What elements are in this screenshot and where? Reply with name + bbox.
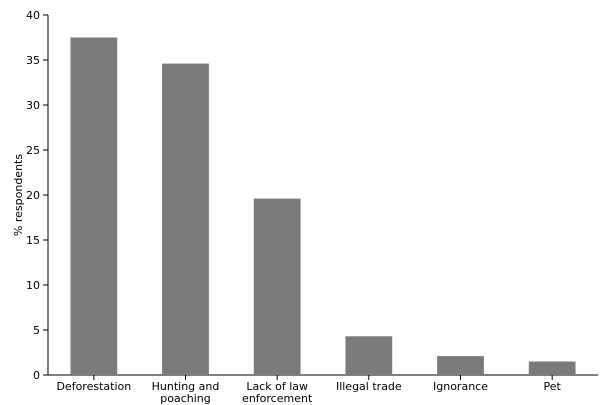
bar <box>253 198 301 375</box>
y-tick-label: 15 <box>26 234 40 247</box>
x-tick-label: Illegal trade <box>336 380 402 393</box>
bar <box>345 336 393 375</box>
y-tick-label: 5 <box>33 324 40 337</box>
y-axis-title: % respondents <box>12 154 25 236</box>
y-tick-label: 35 <box>26 54 40 67</box>
bar <box>437 356 484 375</box>
bar <box>162 63 209 375</box>
x-axis: Deforestation Hunting and poaching Lack of … <box>48 374 598 405</box>
bar <box>528 361 576 375</box>
y-tick-label: 20 <box>26 189 40 202</box>
x-tick-label: Lack of law enforcement <box>242 380 313 405</box>
x-tick-label: Deforestation <box>56 380 131 393</box>
y-tick-label: 30 <box>26 99 40 112</box>
x-tick-label: Ignorance <box>433 380 488 393</box>
x-tick-label: Pet <box>544 380 562 393</box>
y-tick-label: 25 <box>26 144 40 157</box>
x-tick-label: Hunting and poaching <box>152 380 220 405</box>
y-tick-label: 10 <box>26 279 40 292</box>
bar <box>70 37 118 375</box>
y-axis: 0 5 10 15 20 25 30 35 40 <box>26 9 49 382</box>
y-tick-label: 40 <box>26 9 40 22</box>
y-tick-label: 0 <box>33 369 40 382</box>
bars <box>70 37 576 375</box>
